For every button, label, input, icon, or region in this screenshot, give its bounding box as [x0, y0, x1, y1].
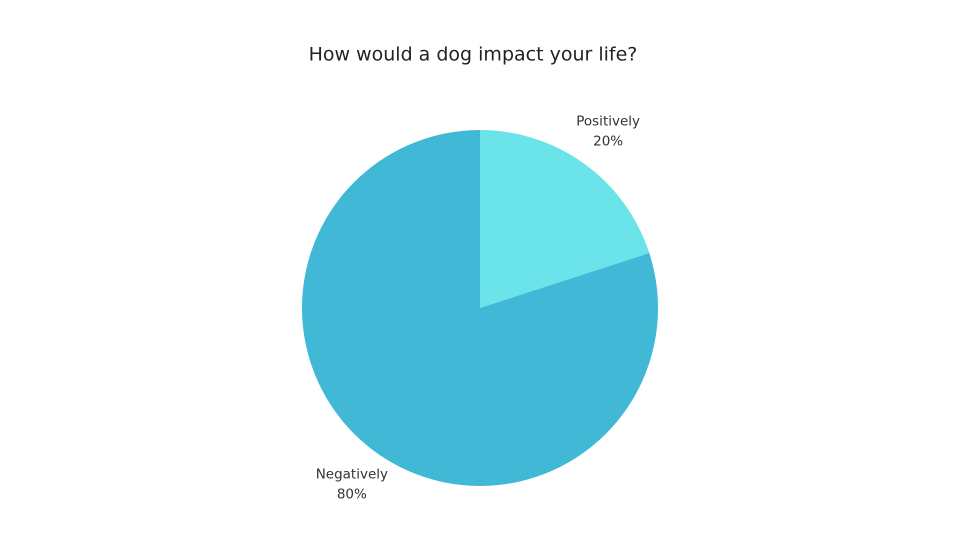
- slice-label: Positively: [576, 114, 640, 130]
- slice-value-label: 20%: [593, 134, 623, 150]
- pie-slice: [302, 130, 659, 487]
- slice-label: Negatively: [316, 466, 388, 482]
- slice-value-label: 80%: [337, 486, 367, 502]
- chart-title: How would a dog impact your life?: [309, 44, 638, 66]
- pie-slice: [480, 130, 650, 308]
